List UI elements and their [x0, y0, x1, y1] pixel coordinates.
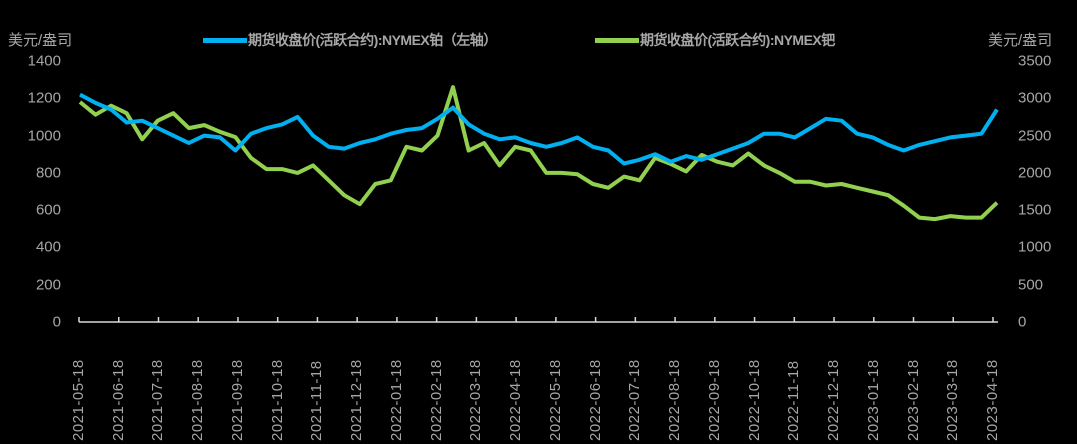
left-axis-tick: 600 [35, 201, 61, 219]
left-axis-tick: 1000 [27, 127, 61, 145]
right-axis-tick: 500 [1018, 276, 1044, 294]
platinum-swatch-icon [203, 37, 247, 43]
right-axis-tick: 0 [1018, 313, 1027, 331]
legend-label-platinum: 期货收盘价(活跃合约):NYMEX铂（左轴） [248, 32, 497, 48]
legend-item-platinum: 期货收盘价(活跃合约):NYMEX铂（左轴） [203, 30, 497, 50]
right-axis-tick: 1000 [1018, 238, 1052, 256]
right-axis-tick: 3500 [1018, 52, 1052, 70]
right-axis-tick: 2000 [1018, 164, 1052, 182]
left-axis-tick: 1400 [27, 52, 61, 70]
palladium-swatch-icon [595, 37, 639, 43]
platinum-line [79, 92, 999, 166]
right-axis-tick: 3000 [1018, 89, 1052, 107]
left-axis-tick: 400 [35, 238, 61, 256]
left-axis-unit: 美元/盎司 [8, 32, 73, 49]
legend-item-palladium: 期货收盘价(活跃合约):NYMEX钯 [595, 30, 835, 50]
left-axis-tick: 200 [35, 276, 61, 294]
palladium-line [78, 85, 999, 222]
left-axis-tick: 800 [35, 164, 61, 182]
x-axis-line [78, 317, 998, 323]
left-axis-tick: 1200 [27, 89, 61, 107]
right-axis-unit: 美元/盎司 [988, 32, 1053, 49]
right-axis-tick: 2500 [1018, 127, 1052, 145]
left-axis-tick: 0 [52, 313, 61, 331]
legend-label-palladium: 期货收盘价(活跃合约):NYMEX钯 [640, 32, 835, 48]
right-axis-tick: 1500 [1018, 201, 1052, 219]
